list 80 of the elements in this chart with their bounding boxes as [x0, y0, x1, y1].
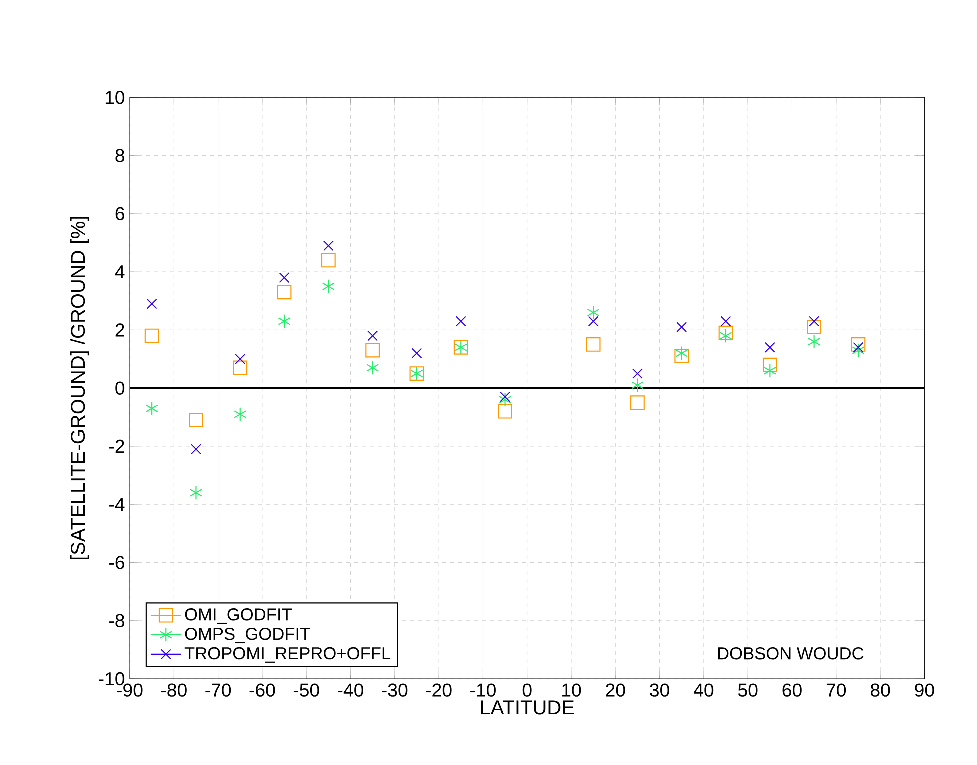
- x-tick-label: 0: [522, 684, 532, 697]
- y-tick-label: 6: [116, 207, 124, 221]
- point: [498, 392, 512, 408]
- point: [851, 338, 866, 352]
- x-tick-label: -80: [162, 684, 187, 697]
- x-axis-title: LATITUDE: [481, 700, 574, 715]
- point: [323, 240, 334, 252]
- x-tick-label: 10: [562, 684, 582, 697]
- point: [277, 285, 292, 300]
- x-tick-label: -60: [250, 684, 276, 697]
- point: [720, 328, 732, 344]
- y-tick-label: -8: [110, 614, 124, 628]
- point: [368, 330, 378, 342]
- point: [853, 342, 864, 353]
- point: [322, 279, 335, 294]
- point: [588, 316, 599, 327]
- point: [366, 360, 380, 376]
- x-tick-label: 60: [782, 684, 802, 697]
- point: [676, 322, 688, 333]
- legend-label: OMPS_GODFIT: [185, 628, 310, 644]
- point: [631, 378, 644, 393]
- x-tick-label: 80: [870, 684, 890, 697]
- point: [852, 343, 865, 358]
- point: [144, 328, 160, 344]
- y-tick-label: 4: [115, 266, 125, 278]
- y-tick-label: -6: [110, 556, 124, 570]
- point: [764, 364, 776, 378]
- point: [498, 404, 512, 419]
- point: [676, 346, 688, 361]
- x-tick-label: 50: [738, 684, 758, 697]
- point: [190, 444, 202, 455]
- x-tick-label: -90: [117, 684, 143, 697]
- x-tick-label: -40: [338, 684, 364, 697]
- point: [279, 272, 290, 284]
- point: [630, 396, 645, 410]
- point: [321, 253, 336, 268]
- point: [808, 334, 821, 350]
- point: [233, 360, 248, 376]
- x-tick-label: 70: [826, 684, 846, 697]
- x-tick-label: -70: [206, 684, 232, 697]
- point: [146, 401, 158, 416]
- x-tick-label: 30: [650, 684, 670, 697]
- point: [632, 368, 643, 380]
- x-tick-label: 20: [606, 684, 626, 697]
- x-tick-label: -10: [470, 684, 496, 697]
- point: [500, 392, 511, 402]
- point: [234, 407, 247, 422]
- y-tick-label: -10: [99, 672, 125, 686]
- point: [720, 316, 732, 327]
- point: [809, 316, 820, 327]
- point: [718, 326, 734, 340]
- point: [278, 314, 291, 329]
- point: [674, 349, 690, 364]
- point: [366, 343, 380, 358]
- y-tick-label: -4: [110, 498, 125, 512]
- x-tick-label: -30: [382, 684, 408, 697]
- legend-label: TROPOMI_REPRO+OFFL: [184, 647, 391, 663]
- point: [190, 486, 203, 500]
- y-axis-title: [SATELLITE-GROUND] /GROUND [%]: [70, 217, 90, 560]
- point: [235, 354, 246, 365]
- y-tick-label: 10: [106, 91, 125, 104]
- point: [587, 306, 600, 320]
- point: [807, 320, 822, 334]
- legend-label: OMI_GODFIT: [185, 608, 292, 624]
- point: [412, 348, 422, 359]
- x-tick-label: -50: [294, 684, 320, 697]
- point: [762, 358, 778, 372]
- x-tick-label: 90: [915, 684, 934, 697]
- point: [586, 338, 601, 352]
- point: [189, 413, 204, 428]
- y-tick-label: 8: [116, 149, 124, 162]
- point: [764, 342, 776, 353]
- y-tick-label: -2: [110, 440, 124, 453]
- y-tick-label: 2: [116, 324, 124, 337]
- y-tick-label: 0: [116, 382, 125, 395]
- x-tick-label: -20: [426, 684, 452, 697]
- annotation: DOBSON WOUDC: [718, 647, 864, 660]
- x-tick-label: 40: [694, 684, 714, 697]
- point: [146, 298, 158, 310]
- point: [456, 316, 466, 327]
